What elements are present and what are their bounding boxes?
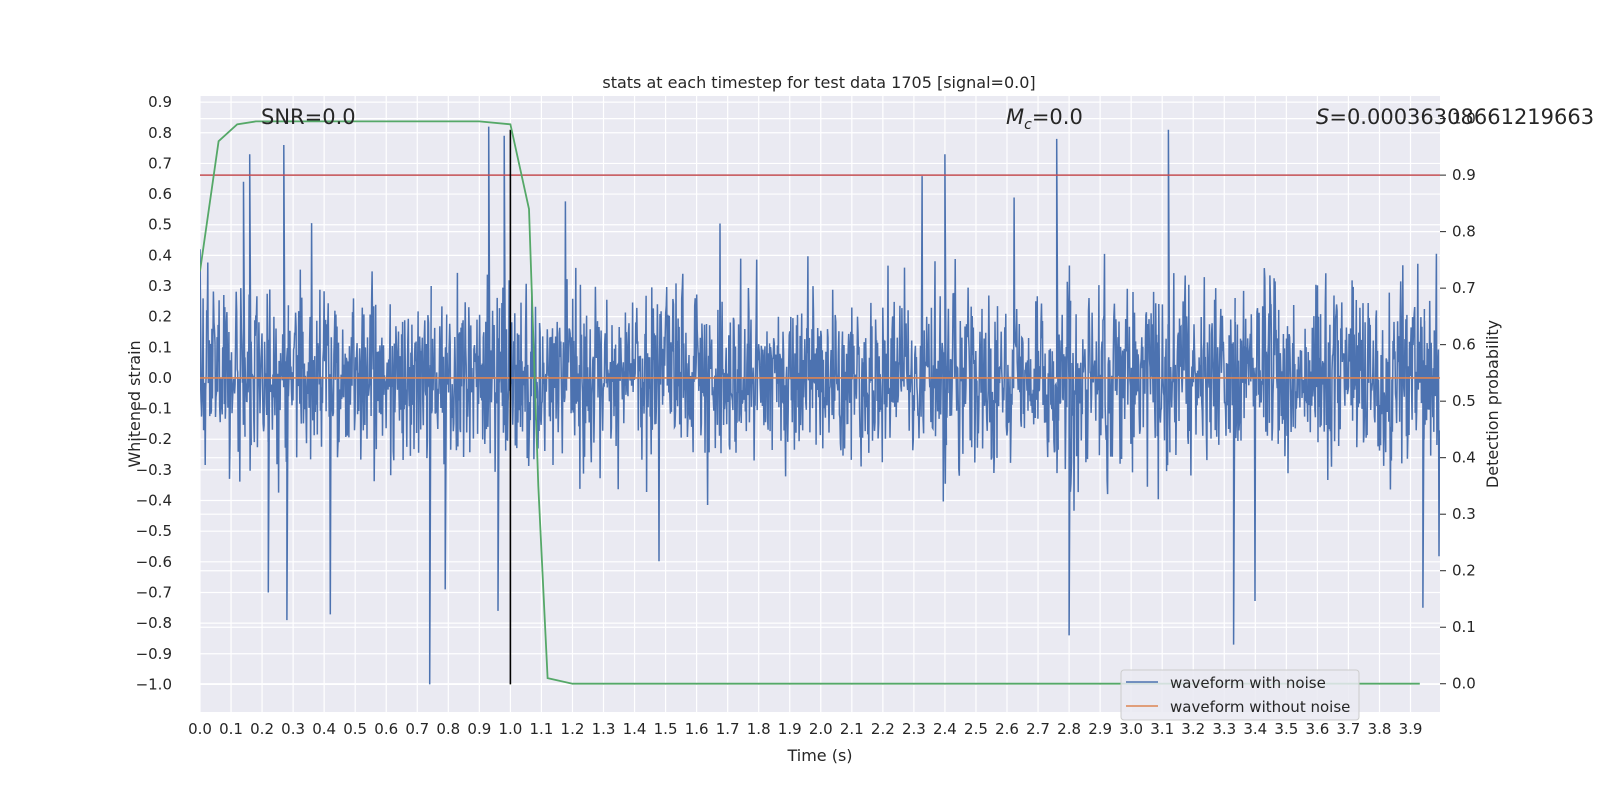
y-tick-label: 0.9 (148, 93, 172, 111)
y-tick-label: 0.1 (148, 338, 172, 356)
x-tick-label: 2.7 (1026, 720, 1050, 738)
x-tick-label: 3.6 (1305, 720, 1329, 738)
x-tick-label: 1.5 (654, 720, 678, 738)
y-tick-label: −0.2 (136, 430, 172, 448)
x-tick-label: 0.1 (219, 720, 243, 738)
x-tick-label: 0.9 (467, 720, 491, 738)
x-tick-label: 2.8 (1057, 720, 1081, 738)
series-line-waveform-with-noise (200, 126, 1440, 685)
y2-tick-label: 0.5 (1452, 392, 1476, 410)
x-tick-label: 3.8 (1368, 720, 1392, 738)
y-tick-label: 0.0 (148, 369, 172, 387)
x-tick-label: 1.1 (529, 720, 553, 738)
y-tick-label: −0.4 (136, 492, 172, 510)
x-tick-label: 0.6 (374, 720, 398, 738)
x-tick-label: 0.2 (250, 720, 274, 738)
x-tick-label: 2.2 (871, 720, 895, 738)
y2-tick-label: 0.1 (1452, 618, 1476, 636)
y2-tick-label: 0.9 (1452, 166, 1476, 184)
y-tick-label: 0.2 (148, 308, 172, 326)
s-annotation: S=0.00036308661219663 (1316, 105, 1594, 129)
x-tick-label: 1.7 (716, 720, 740, 738)
y-tick-label: −0.5 (136, 522, 172, 540)
x-tick-label: 3.1 (1150, 720, 1174, 738)
legend-label-waveform-with-noise: waveform with noise (1170, 674, 1326, 692)
x-tick-label: 3.5 (1274, 720, 1298, 738)
y-tick-label: 0.5 (148, 216, 172, 234)
y-tick-label: −0.9 (136, 645, 172, 663)
y-tick-label: −1.0 (136, 675, 172, 693)
legend-box (1120, 669, 1360, 721)
x-tick-label: 0.4 (312, 720, 336, 738)
x-tick-label: 3.3 (1212, 720, 1236, 738)
x-tick-label: 3.0 (1119, 720, 1143, 738)
x-tick-label: 2.4 (933, 720, 957, 738)
chart-title: stats at each timestep for test data 170… (602, 73, 1035, 92)
x-tick-label: 1.3 (592, 720, 616, 738)
y-tick-label: 0.8 (148, 124, 172, 142)
legend-label-waveform-without-noise: waveform without noise (1170, 698, 1350, 716)
y2-axis-ticks: 1.0 0.9 0.8 0.7 0.6 0.5 0.4 0.3 0.2 0.1 0.0 (1440, 110, 1476, 693)
x-axis-label: Time (s) (786, 746, 852, 765)
x-tick-label: 0.8 (436, 720, 460, 738)
y-tick-label: −0.6 (136, 553, 172, 571)
y2-tick-label: 0.3 (1452, 505, 1476, 523)
y-tick-label: −0.8 (136, 614, 172, 632)
y-tick-label: 0.4 (148, 246, 172, 264)
y-tick-label: −0.1 (136, 400, 172, 418)
y2-tick-label: 0.4 (1452, 449, 1476, 467)
x-tick-label: 1.2 (561, 720, 585, 738)
y2-tick-label: 0.2 (1452, 562, 1476, 580)
x-tick-label: 1.9 (778, 720, 802, 738)
series-line-detection-probability (200, 120, 1420, 685)
x-tick-label: 0.5 (343, 720, 367, 738)
x-tick-label: 2.9 (1088, 720, 1112, 738)
y-axis-label: Whitened strain (125, 340, 144, 467)
x-tick-label: 1.0 (498, 720, 522, 738)
chirp-mass-annotation: Mc=0.0 (1006, 105, 1083, 133)
x-tick-label: 3.4 (1243, 720, 1267, 738)
y2-tick-label: 0.7 (1452, 279, 1476, 297)
snr-annotation: SNR=0.0 (261, 105, 356, 129)
x-tick-label: 0.3 (281, 720, 305, 738)
x-axis-ticks: 0.0 0.1 0.2 0.3 0.4 0.5 0.6 0.7 0.8 0.9 1.0 1.1 1.2 1… (188, 720, 1422, 738)
x-tick-label: 2.3 (902, 720, 926, 738)
y-tick-label: −0.7 (136, 583, 172, 601)
y-tick-label: 0.3 (148, 277, 172, 295)
x-tick-label: 1.6 (685, 720, 709, 738)
y2-axis-label: Detection probability (1483, 320, 1502, 488)
x-tick-label: 3.7 (1337, 720, 1361, 738)
x-tick-label: 0.7 (405, 720, 429, 738)
y2-tick-label: 1.0 (1452, 110, 1476, 128)
y2-tick-label: 0.6 (1452, 336, 1476, 354)
x-tick-label: 3.2 (1181, 720, 1205, 738)
x-tick-label: 1.4 (623, 720, 647, 738)
y2-tick-label: 0.8 (1452, 223, 1476, 241)
x-tick-label: 1.8 (747, 720, 771, 738)
x-tick-label: 3.9 (1399, 720, 1423, 738)
y-axis-ticks: 0.9 0.8 0.7 0.6 0.5 0.4 0.3 0.2 0.1 0.0 −0.1 −0.2 −0… (136, 93, 172, 693)
y-tick-label: 0.6 (148, 185, 172, 203)
y2-tick-label: 0.0 (1452, 675, 1476, 693)
x-tick-label: 2.6 (995, 720, 1019, 738)
x-tick-label: 2.5 (964, 720, 988, 738)
x-tick-label: 2.1 (840, 720, 864, 738)
y-tick-label: 0.7 (148, 154, 172, 172)
x-tick-label: 0.0 (188, 720, 212, 738)
legend: waveform with noise waveform without noi… (1120, 669, 1360, 721)
x-tick-label: 2.0 (809, 720, 833, 738)
y-tick-label: −0.3 (136, 461, 172, 479)
